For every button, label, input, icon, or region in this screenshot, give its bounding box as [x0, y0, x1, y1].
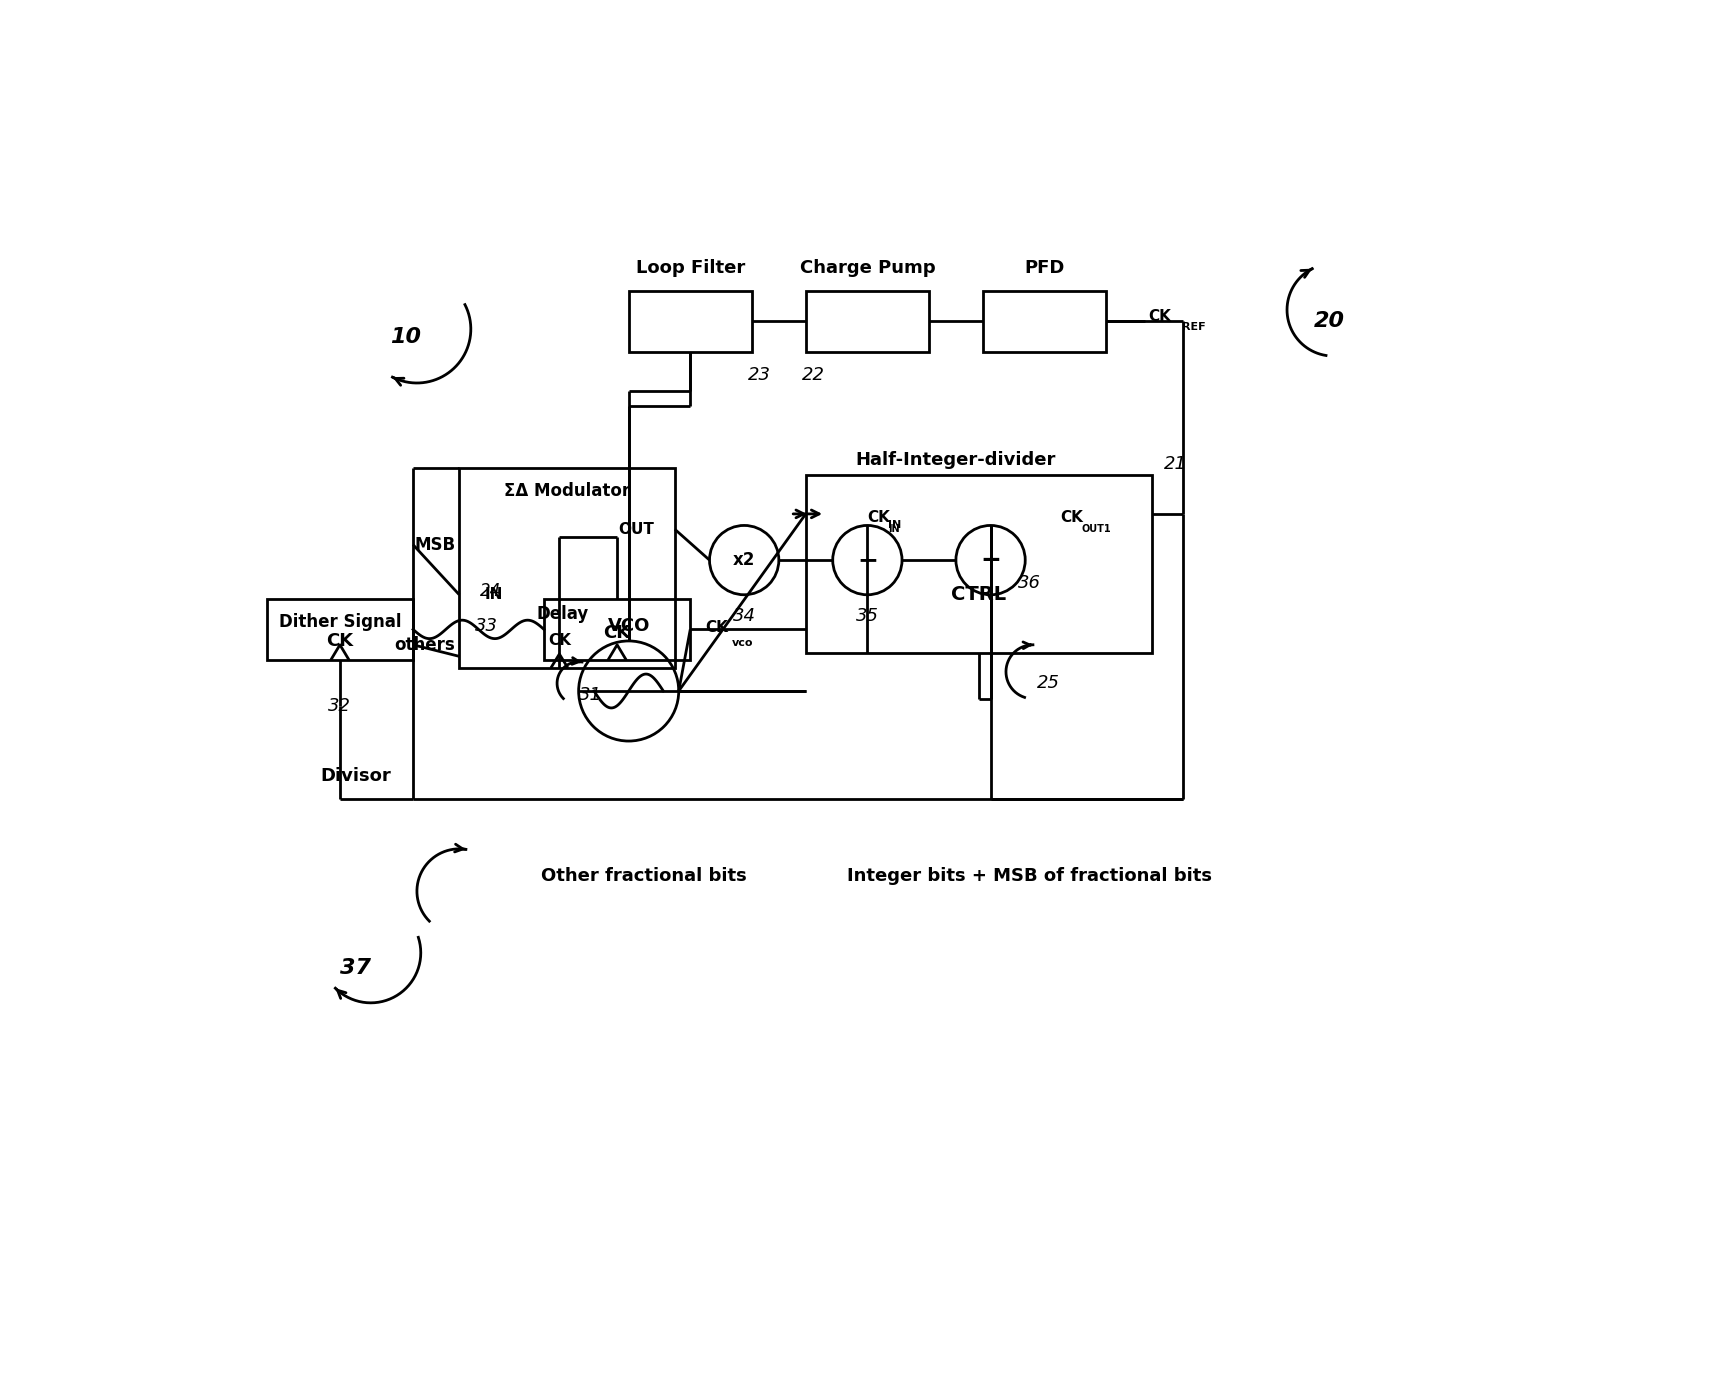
Text: 22: 22: [803, 367, 825, 384]
Bar: [983, 290, 1105, 352]
Text: OUT: OUT: [618, 522, 654, 537]
Text: 32: 32: [329, 698, 351, 716]
Text: 20: 20: [1313, 311, 1344, 332]
Text: 35: 35: [856, 607, 879, 625]
Text: 25: 25: [1036, 674, 1060, 692]
Text: IN: IN: [484, 587, 503, 603]
Text: 37: 37: [339, 958, 370, 978]
Text: x2: x2: [734, 551, 756, 569]
Text: others: others: [394, 636, 455, 654]
Text: CK: CK: [327, 632, 353, 650]
Text: Half-Integer-divider: Half-Integer-divider: [856, 451, 1055, 469]
Text: CK: CK: [1149, 308, 1171, 324]
Bar: [628, 290, 753, 352]
Text: vco: vco: [732, 639, 753, 649]
Text: CK: CK: [706, 621, 728, 635]
Text: CK: CK: [1060, 511, 1083, 526]
Text: MSB: MSB: [413, 536, 455, 554]
Text: +: +: [981, 548, 1002, 572]
Bar: [266, 598, 413, 660]
Text: Delay: Delay: [536, 605, 588, 624]
Text: CK: CK: [867, 511, 891, 526]
Text: VCO: VCO: [607, 617, 650, 635]
Text: 34: 34: [734, 607, 756, 625]
Text: 24: 24: [481, 582, 502, 600]
Text: 23: 23: [747, 367, 772, 384]
Text: PFD: PFD: [1024, 258, 1064, 276]
Text: Loop Filter: Loop Filter: [635, 258, 746, 276]
Text: 21: 21: [1164, 455, 1187, 473]
Text: CK: CK: [548, 633, 571, 649]
Text: Divisor: Divisor: [320, 767, 391, 785]
Text: 33: 33: [474, 617, 498, 635]
Text: REF: REF: [1182, 322, 1206, 332]
Text: CK: CK: [604, 624, 631, 642]
Text: Dither Signal: Dither Signal: [279, 612, 401, 631]
Bar: [543, 598, 690, 660]
Text: IN: IN: [887, 520, 901, 530]
Text: −: −: [856, 548, 877, 572]
Text: OUT1: OUT1: [1081, 525, 1111, 534]
Text: Other fractional bits: Other fractional bits: [541, 866, 747, 884]
Bar: [806, 476, 1152, 653]
Text: Integer bits + MSB of fractional bits: Integer bits + MSB of fractional bits: [846, 866, 1211, 884]
Bar: [458, 467, 675, 668]
Text: IN: IN: [887, 525, 900, 534]
Text: ΣΔ Modulator: ΣΔ Modulator: [503, 481, 630, 499]
Text: Charge Pump: Charge Pump: [799, 258, 936, 276]
Bar: [806, 290, 929, 352]
Text: 31: 31: [578, 686, 602, 704]
Text: CTRL: CTRL: [952, 586, 1007, 604]
Text: 36: 36: [1017, 575, 1040, 593]
Text: 10: 10: [389, 326, 420, 347]
